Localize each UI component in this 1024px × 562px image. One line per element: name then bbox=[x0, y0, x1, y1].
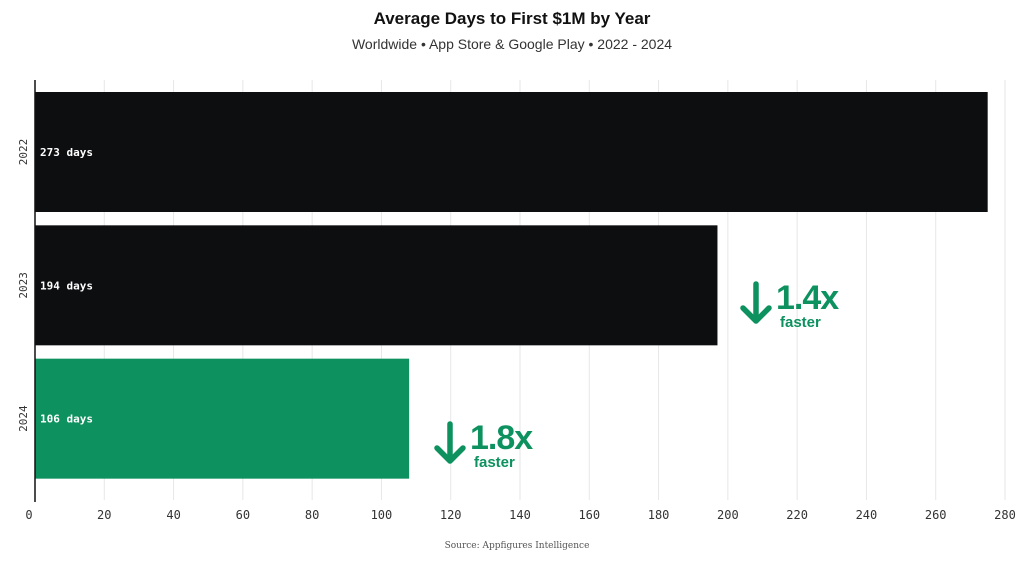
bar-2022 bbox=[35, 92, 988, 212]
bars-group: 273 days 2022 194 days 2023 106 days 2024 bbox=[17, 92, 988, 479]
data-label-2023: 194 days bbox=[40, 279, 93, 292]
speedup-value: 1.8x bbox=[470, 419, 533, 457]
source-note: Source: Appfigures Intelligence bbox=[444, 541, 590, 551]
x-tick-label: 280 bbox=[994, 508, 1016, 522]
data-label-2024: 106 days bbox=[40, 413, 93, 426]
chart-title: Average Days to First $1M by Year bbox=[373, 9, 651, 28]
x-tick-label: 260 bbox=[925, 508, 947, 522]
y-tick-label-2024: 2024 bbox=[17, 405, 30, 432]
x-tick-label: 40 bbox=[166, 508, 180, 522]
x-tick-label: 160 bbox=[578, 508, 600, 522]
y-tick-label-2022: 2022 bbox=[17, 139, 30, 166]
x-tick-label: 180 bbox=[648, 508, 670, 522]
speedup-value: 1.4x bbox=[776, 279, 839, 317]
x-tick-label: 100 bbox=[371, 508, 393, 522]
x-tick-label: 20 bbox=[97, 508, 111, 522]
x-tick-label: 240 bbox=[856, 508, 878, 522]
speedup-label: faster bbox=[780, 314, 821, 331]
speedup-label: faster bbox=[474, 454, 515, 471]
y-tick-label-2023: 2023 bbox=[17, 272, 30, 299]
chart-subtitle: Worldwide • App Store & Google Play • 20… bbox=[351, 36, 673, 52]
x-tick-label: 60 bbox=[236, 508, 250, 522]
data-label-2022: 273 days bbox=[40, 146, 93, 159]
x-tick-label: 140 bbox=[509, 508, 531, 522]
bar-2023 bbox=[35, 225, 718, 346]
x-tick-labels: 0 20 40 60 80 100 120 140 160 180 200 220 240 260 280 bbox=[25, 508, 1015, 522]
x-tick-label: 0 bbox=[25, 508, 32, 522]
x-tick-label: 200 bbox=[717, 508, 739, 522]
arrow-down-icon-head bbox=[740, 305, 772, 324]
x-tick-label: 220 bbox=[786, 508, 808, 522]
x-tick-label: 120 bbox=[440, 508, 462, 522]
arrow-down-icon-head bbox=[434, 445, 466, 464]
bar-2024 bbox=[35, 358, 410, 479]
x-tick-label: 80 bbox=[305, 508, 319, 522]
